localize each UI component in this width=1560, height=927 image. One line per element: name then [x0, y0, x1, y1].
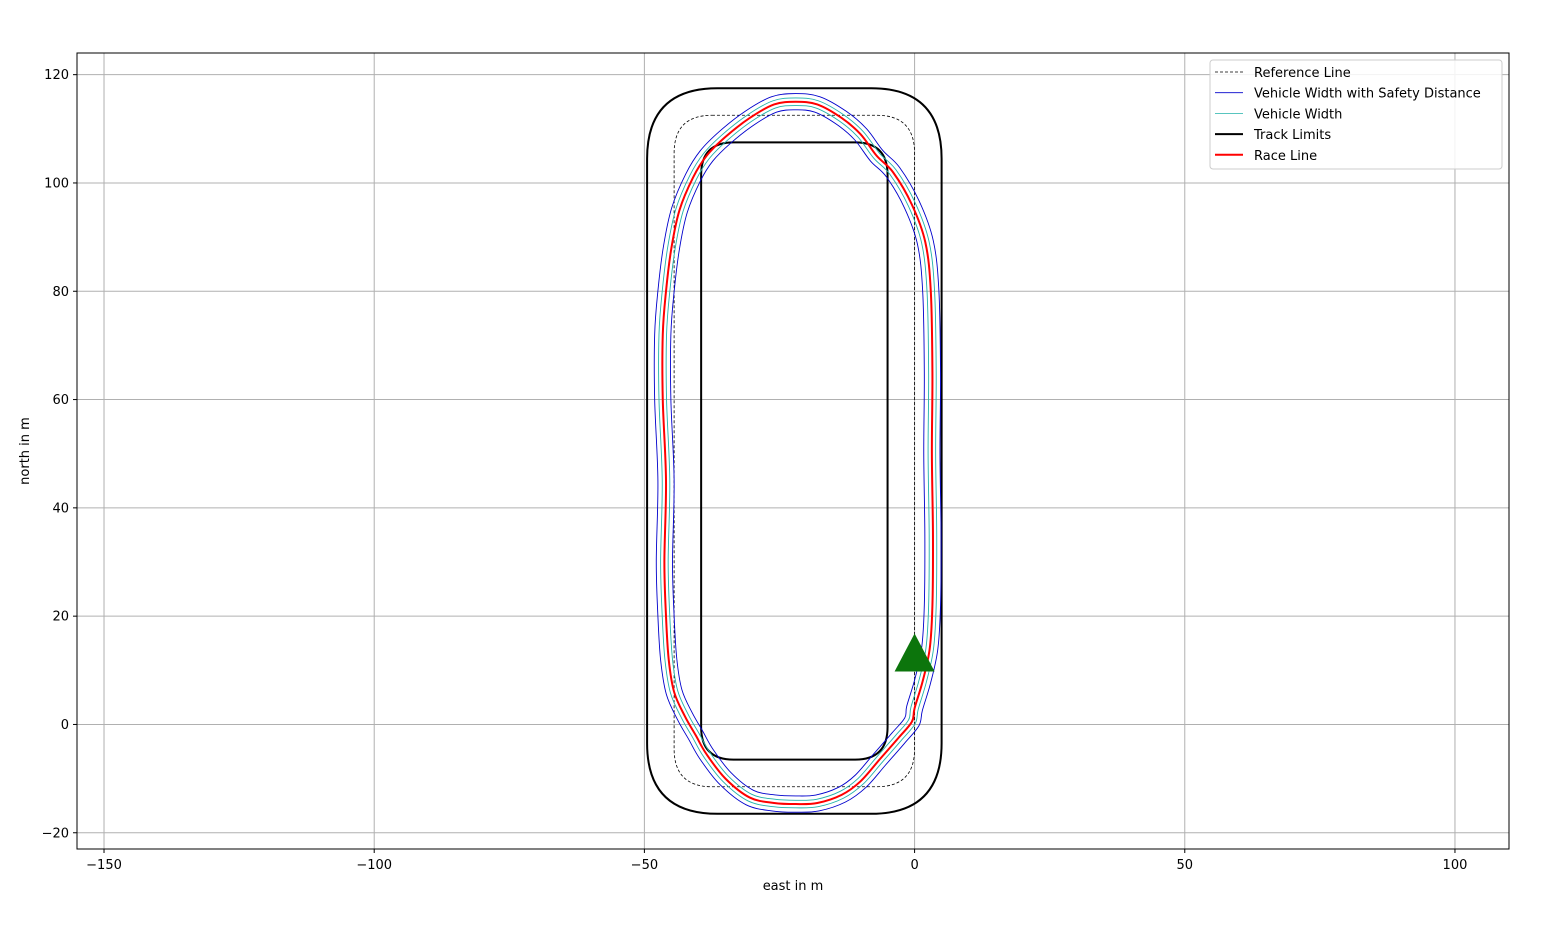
track-limit-inner — [700, 141, 889, 761]
reference-line-group — [673, 114, 915, 788]
legend-label: Reference Line — [1254, 66, 1351, 81]
y-tick-label: 60 — [52, 393, 69, 408]
y-tick-label: 120 — [44, 68, 69, 83]
y-tick-label: 100 — [44, 176, 69, 191]
x-tick-label: −100 — [356, 858, 392, 873]
x-tick-label: −50 — [631, 858, 658, 873]
track-limits-group — [646, 87, 943, 815]
race-line — [661, 100, 934, 806]
legend-label: Vehicle Width — [1254, 107, 1342, 122]
legend-label: Vehicle Width with Safety Distance — [1254, 87, 1481, 102]
x-axis-label: east in m — [763, 879, 824, 894]
legend-label: Track Limits — [1253, 128, 1331, 143]
y-tick-label: 40 — [52, 501, 69, 516]
x-axis-ticks: −150 −100 −50 0 50 100 — [86, 849, 1467, 873]
legend: Reference Line Vehicle Width with Safety … — [1209, 59, 1503, 170]
y-tick-label: 20 — [52, 610, 69, 625]
grid-lines — [77, 53, 1509, 849]
legend-box — [1209, 59, 1503, 170]
vehicle-marker-group — [894, 633, 935, 672]
race-line-group — [661, 100, 934, 806]
reference-line — [673, 114, 915, 788]
y-tick-label: 80 — [52, 285, 69, 300]
plot-content — [646, 87, 943, 815]
safety-distance-boundary — [670, 109, 926, 797]
track-limit-outer — [646, 87, 943, 815]
y-axis-label: north in m — [18, 417, 33, 485]
x-tick-label: 0 — [910, 858, 918, 873]
x-tick-label: 50 — [1177, 858, 1194, 873]
y-axis-ticks: −20 0 20 40 60 80 100 120 — [42, 68, 77, 841]
vehicle-width-boundary — [665, 105, 930, 801]
x-tick-label: 100 — [1443, 858, 1468, 873]
safety-distance-boundary — [653, 93, 942, 813]
axes-frame — [76, 52, 1510, 850]
y-tick-label: −20 — [42, 826, 69, 841]
y-tick-label: 0 — [61, 718, 69, 733]
vehicle-width-boundary — [658, 97, 938, 809]
legend-label: Race Line — [1254, 149, 1317, 164]
vehicle-width-bands — [653, 93, 942, 813]
x-tick-label: −150 — [86, 858, 122, 873]
vehicle-position-marker — [894, 633, 935, 672]
